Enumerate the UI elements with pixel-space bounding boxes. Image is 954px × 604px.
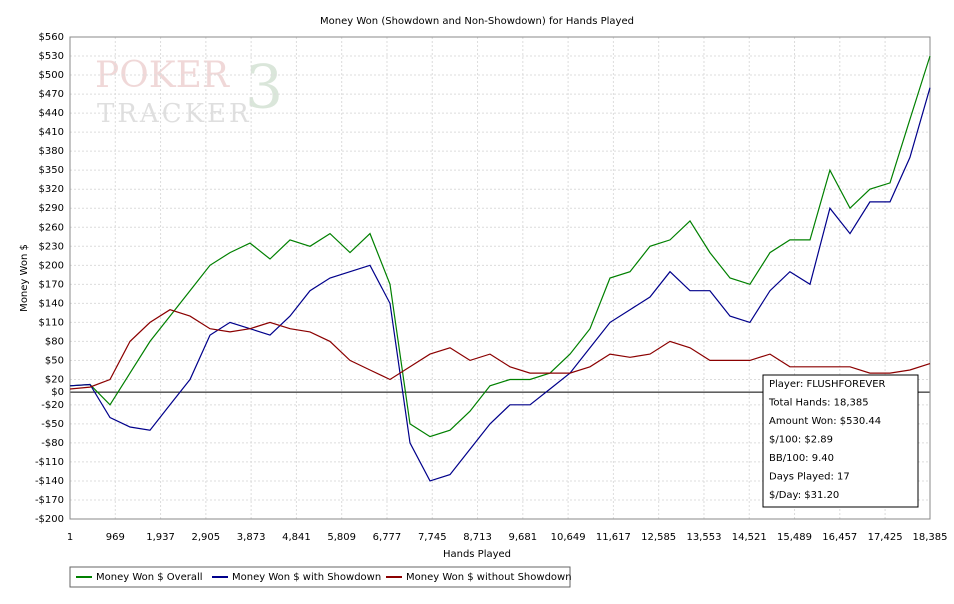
x-tick-label: 9,681 (509, 532, 538, 543)
legend-label: Money Won $ with Showdown (232, 572, 381, 583)
y-tick-label: $170 (39, 279, 64, 290)
y-tick-label: $230 (39, 241, 64, 252)
y-tick-label: $50 (45, 355, 64, 366)
y-tick-label: $20 (45, 374, 64, 385)
chart-title: Money Won (Showdown and Non-Showdown) fo… (320, 16, 634, 27)
info-box-line: $/100: $2.89 (769, 435, 833, 446)
x-tick-label: 15,489 (777, 532, 812, 543)
legend: Money Won $ Overall Money Won $ with Show… (69, 566, 572, 588)
y-tick-label: $320 (39, 184, 64, 195)
y-tick-label: $410 (39, 127, 64, 138)
legend-label: Money Won $ without Showdown (406, 572, 572, 583)
x-tick-label: 1 (67, 532, 73, 543)
y-tick-label: $260 (39, 222, 64, 233)
info-box-line: $/Day: $31.20 (769, 490, 839, 501)
y-tick-label: $500 (39, 70, 64, 81)
y-tick-label: -$50 (41, 419, 64, 430)
info-box-line: Days Played: 17 (769, 472, 850, 483)
info-box-frame (762, 374, 919, 508)
info-box-line: Player: FLUSHFOREVER (769, 379, 886, 390)
info-box-line: BB/100: 9.40 (769, 453, 834, 464)
y-tick-label: -$110 (35, 457, 64, 468)
x-tick-label: 13,553 (686, 532, 721, 543)
x-tick-label: 7,745 (418, 532, 447, 543)
y-tick-label: $470 (39, 89, 64, 100)
x-tick-label: 1,937 (146, 532, 175, 543)
x-tick-label: 4,841 (282, 532, 311, 543)
series-line (69, 309, 931, 390)
x-tick-label: 8,713 (463, 532, 492, 543)
watermark-text: TRACKER (97, 99, 252, 129)
y-tick-label: -$20 (41, 400, 64, 411)
x-axis-label: Hands Played (443, 549, 511, 560)
x-tick-label: 14,521 (732, 532, 767, 543)
x-tick-label: 17,425 (868, 532, 903, 543)
watermark-text: 3 (245, 53, 283, 123)
y-tick-label: -$200 (35, 514, 64, 525)
watermark: POKER TRACKER 3 (95, 53, 283, 129)
x-tick-label: 969 (106, 532, 125, 543)
y-tick-label: $80 (45, 336, 64, 347)
y-tick-label: $200 (39, 260, 64, 271)
x-tick-label: 6,777 (373, 532, 402, 543)
x-tick-label: 16,457 (822, 532, 857, 543)
x-tick-label: 5,809 (327, 532, 356, 543)
x-tick-label: 2,905 (192, 532, 221, 543)
legend-label: Money Won $ Overall (96, 572, 203, 583)
info-box-line: Total Hands: 18,385 (768, 398, 869, 409)
series-line (69, 55, 931, 438)
y-tick-label: $290 (39, 203, 64, 214)
plot-frame (69, 36, 931, 520)
y-tick-label: -$170 (35, 495, 64, 506)
y-tick-label: -$80 (41, 438, 64, 449)
y-tick-label: $350 (39, 165, 64, 176)
legend-frame (69, 566, 571, 588)
y-tick-label: $440 (39, 108, 64, 119)
x-tick-label: 11,617 (596, 532, 631, 543)
info-box-line: Amount Won: $530.44 (769, 416, 881, 427)
y-tick-label: $110 (39, 317, 64, 328)
x-tick-label: 10,649 (551, 532, 586, 543)
y-tick-label: -$140 (35, 476, 64, 487)
y-tick-label: $560 (39, 32, 64, 43)
x-tick-label: 18,385 (913, 532, 948, 543)
y-tick-label: $140 (39, 298, 64, 309)
series-line (69, 87, 931, 482)
y-axis-label: Money Won $ (19, 244, 30, 312)
y-tick-label: $530 (39, 51, 64, 62)
x-tick-label: 12,585 (641, 532, 676, 543)
x-tick-label: 3,873 (237, 532, 266, 543)
info-box: Player: FLUSHFOREVER Total Hands: 18,385 A… (762, 374, 919, 508)
y-tick-label: $380 (39, 146, 64, 157)
y-tick-label: $0 (51, 387, 64, 398)
